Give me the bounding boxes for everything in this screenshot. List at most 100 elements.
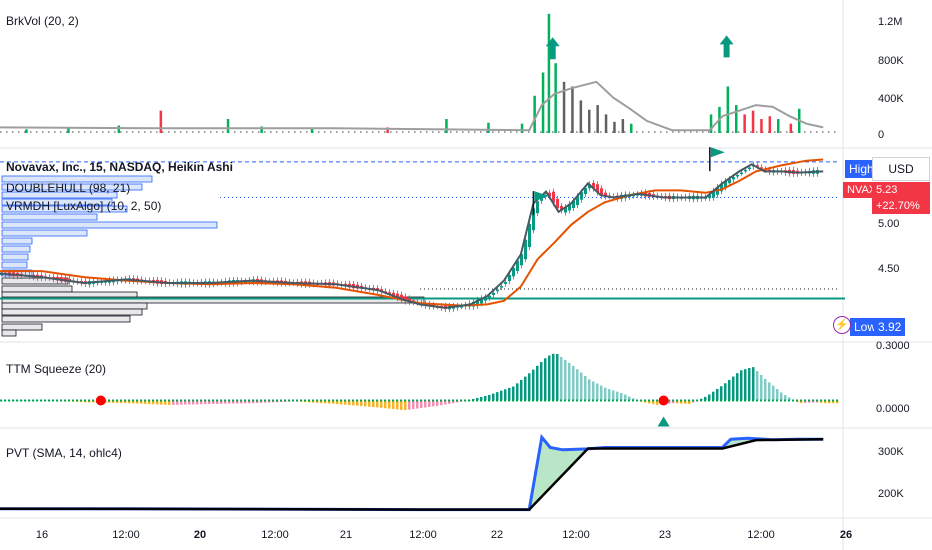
- squeeze-dot: [44, 399, 46, 402]
- vrmdh-title[interactable]: VRMDH [LuxAlgo] (10, 2, 50): [6, 199, 162, 213]
- vol-bar-small: [162, 131, 164, 133]
- vol-bar-small: [642, 131, 644, 133]
- vol-bar-small: [96, 131, 98, 133]
- squeeze-hist-bar: [176, 400, 179, 405]
- squeeze-hist-bar: [508, 387, 511, 401]
- squeeze-dot: [724, 399, 726, 402]
- squeeze-dot: [60, 399, 62, 402]
- squeeze-dot: [572, 399, 574, 402]
- vol-bar-10: [520, 123, 524, 133]
- vol-bar-small: [378, 131, 380, 133]
- squeeze-hist-bar: [560, 356, 563, 401]
- vol-bar-small: [156, 131, 158, 133]
- vol-bar-small: [366, 131, 368, 133]
- squeeze-dot: [392, 399, 394, 402]
- squeeze-dot: [208, 399, 210, 402]
- candle: [392, 292, 395, 297]
- candle: [576, 196, 579, 206]
- squeeze-hist-bar: [404, 400, 407, 411]
- vol-bar-small: [552, 131, 554, 133]
- vol-bar-small: [678, 131, 680, 133]
- squeeze-hist-bar: [124, 400, 127, 404]
- squeeze-dot: [80, 399, 82, 402]
- vol-bar-small: [432, 131, 434, 133]
- candle: [380, 289, 383, 292]
- squeeze-dot: [480, 399, 482, 402]
- candle: [540, 198, 543, 201]
- volume-profile-row-17: [1, 302, 148, 310]
- squeeze-hist-bar: [780, 392, 783, 401]
- vol-bar-small: [246, 131, 248, 133]
- candle: [524, 239, 527, 260]
- vol-bar-small: [192, 131, 194, 133]
- lightning-icon[interactable]: ⚡: [833, 316, 851, 334]
- squeeze-dot: [412, 399, 414, 402]
- vol-bar-small: [372, 131, 374, 133]
- vol-bar-small: [150, 131, 152, 133]
- vol-bar-small: [348, 131, 350, 133]
- squeeze-hist-bar: [644, 400, 647, 403]
- vol-bar-small: [696, 131, 698, 133]
- squeeze-dot: [796, 399, 798, 402]
- squeeze-dot: [376, 399, 378, 402]
- squeeze-hist-bar: [336, 400, 339, 405]
- currency-selector[interactable]: USD: [872, 157, 930, 181]
- squeeze-dot: [164, 399, 166, 402]
- squeeze-hist-bar: [368, 400, 371, 407]
- vol-bar-small: [774, 131, 776, 133]
- squeeze-hist-bar: [600, 385, 603, 401]
- vol-bar-0: [25, 129, 28, 133]
- squeeze-dot: [512, 399, 514, 402]
- vol-bar-33: [789, 123, 793, 133]
- vol-bar-small: [336, 131, 338, 133]
- squeeze-dot: [16, 399, 18, 402]
- squeeze-dot: [668, 399, 670, 402]
- price-title[interactable]: Novavax, Inc., 15, NASDAQ, Heikin Ashi: [6, 160, 233, 174]
- vol-bar-small: [168, 131, 170, 133]
- squeeze-hist-bar: [212, 400, 215, 405]
- squeeze-dot: [400, 399, 402, 402]
- squeeze-hist-bar: [480, 396, 483, 401]
- x-tick-10: 26: [840, 529, 852, 541]
- squeeze-hist-bar: [428, 400, 431, 407]
- squeeze-dot: [656, 399, 658, 402]
- brkvol-title[interactable]: BrkVol (20, 2): [6, 14, 79, 28]
- squeeze-hist-bar: [232, 400, 235, 404]
- candle: [504, 281, 507, 284]
- vol-bar-small: [498, 131, 500, 133]
- squeeze-hist-bar: [712, 391, 715, 401]
- squeeze-hist-bar: [532, 369, 535, 401]
- vol-tick-0: 0: [878, 129, 884, 141]
- vol-bar-small: [792, 131, 794, 133]
- squeeze-dot: [616, 399, 618, 402]
- squeeze-dot: [540, 399, 542, 402]
- squeeze-hist-bar: [448, 400, 451, 404]
- vol-bar-small: [420, 131, 422, 133]
- squeeze-hist-bar: [808, 400, 811, 403]
- vol-bar-2: [117, 125, 121, 133]
- vol-bar-small: [294, 131, 296, 133]
- squeeze-dot: [228, 399, 230, 402]
- pvt-title[interactable]: PVT (SMA, 14, ohlc4): [6, 446, 122, 460]
- squeeze-dot: [308, 399, 310, 402]
- candle: [744, 169, 747, 172]
- vol-bar-11: [533, 95, 536, 133]
- squeeze-hist-bar: [604, 387, 607, 401]
- candle: [732, 177, 735, 180]
- vol-bar-30: [760, 119, 763, 133]
- ttm-title[interactable]: TTM Squeeze (20): [6, 362, 107, 376]
- squeeze-dot: [64, 399, 66, 402]
- squeeze-dot: [252, 399, 254, 402]
- squeeze-hist-bar: [384, 400, 387, 409]
- squeeze-hist-bar: [164, 400, 167, 405]
- squeeze-hist-bar: [500, 390, 503, 401]
- squeeze-hist-bar: [684, 400, 687, 404]
- squeeze-hist-bar: [628, 396, 631, 401]
- vol-bar-small: [654, 131, 656, 133]
- vol-bar-small: [6, 131, 8, 133]
- squeeze-dot: [108, 399, 110, 402]
- doublehull-title[interactable]: DOUBLEHULL (98, 21): [6, 181, 131, 195]
- squeeze-dot: [824, 399, 826, 402]
